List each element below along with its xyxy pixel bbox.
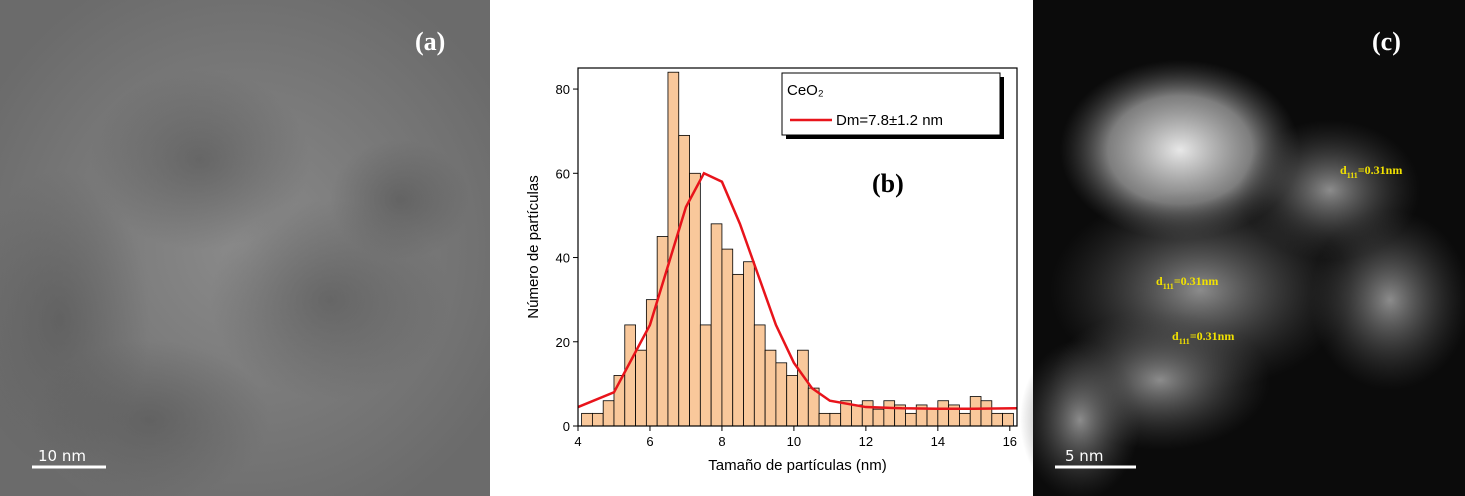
- bar: [710, 223, 723, 427]
- y-tick-label: 60: [556, 166, 570, 181]
- x-tick-label: 8: [718, 434, 725, 449]
- lattice-annotation: d111=0.31nm: [1156, 274, 1218, 291]
- x-tick-label: 14: [931, 434, 945, 449]
- scale-bar-label: 10 nm: [38, 447, 86, 465]
- y-axis-label: Número de partículas: [525, 175, 542, 318]
- bar: [786, 375, 798, 427]
- bar: [797, 349, 809, 427]
- fit-line: [577, 171, 1018, 410]
- legend-box: [781, 72, 1001, 136]
- bar: [775, 362, 788, 427]
- y-tick-label: 0: [563, 419, 570, 434]
- bar: [624, 324, 636, 427]
- y-tick-label: 40: [556, 251, 570, 266]
- bar: [732, 273, 744, 427]
- histogram-chart: 4 6 8 10 12 14 16 0 20 40 60 80 Tamaño de partículas…: [525, 67, 1018, 474]
- bar: [743, 261, 755, 427]
- bar: [678, 134, 690, 427]
- legend-title: CeO₂: [787, 82, 824, 99]
- x-tick-label: 4: [574, 434, 581, 449]
- x-tick-label: 16: [1003, 434, 1017, 449]
- plot-frame: [577, 67, 1018, 427]
- y-tick-label: 80: [556, 82, 570, 97]
- x-tick-label: 6: [646, 434, 653, 449]
- lattice-annotation: d111=0.31nm: [1340, 163, 1402, 180]
- bar: [807, 387, 820, 427]
- bar: [721, 248, 734, 427]
- bar: [602, 400, 615, 427]
- bar: [581, 412, 593, 427]
- bar: [872, 408, 885, 427]
- bar: [991, 412, 1004, 427]
- bar: [969, 396, 982, 427]
- bar: [656, 236, 669, 427]
- tem-image-a: (a) 10 nm: [0, 0, 490, 496]
- bar: [883, 400, 896, 427]
- scale-bar-label: 5 nm: [1065, 447, 1103, 465]
- bar: [635, 349, 647, 427]
- x-axis-label: Tamaño de partículas (nm): [708, 457, 886, 474]
- x-tick-label: 10: [787, 434, 801, 449]
- bar: [926, 408, 939, 427]
- bar: [699, 324, 712, 427]
- stem-image-c: (c) d111=0.31nm d111=0.31nm d111=0.31nm …: [1020, 0, 1465, 496]
- bar: [937, 400, 950, 427]
- bar: [980, 400, 993, 427]
- bar: [851, 404, 863, 427]
- bar: [959, 412, 971, 427]
- bar: [591, 412, 604, 427]
- y-tick-label: 20: [556, 335, 570, 350]
- panel-label: (b): [872, 169, 904, 198]
- bar: [818, 412, 831, 427]
- panel-label: (a): [415, 27, 445, 56]
- bar: [829, 412, 842, 427]
- bar: [1002, 412, 1014, 427]
- lattice-annotation: d111=0.31nm: [1172, 329, 1234, 346]
- legend-entry: Dm=7.8±1.2 nm: [836, 112, 943, 129]
- bar: [764, 349, 777, 427]
- bar: [861, 400, 874, 427]
- bar: [689, 172, 701, 427]
- panel-label: (c): [1372, 27, 1401, 56]
- bar: [905, 412, 917, 427]
- x-tick-label: 12: [859, 434, 873, 449]
- bar: [753, 324, 766, 427]
